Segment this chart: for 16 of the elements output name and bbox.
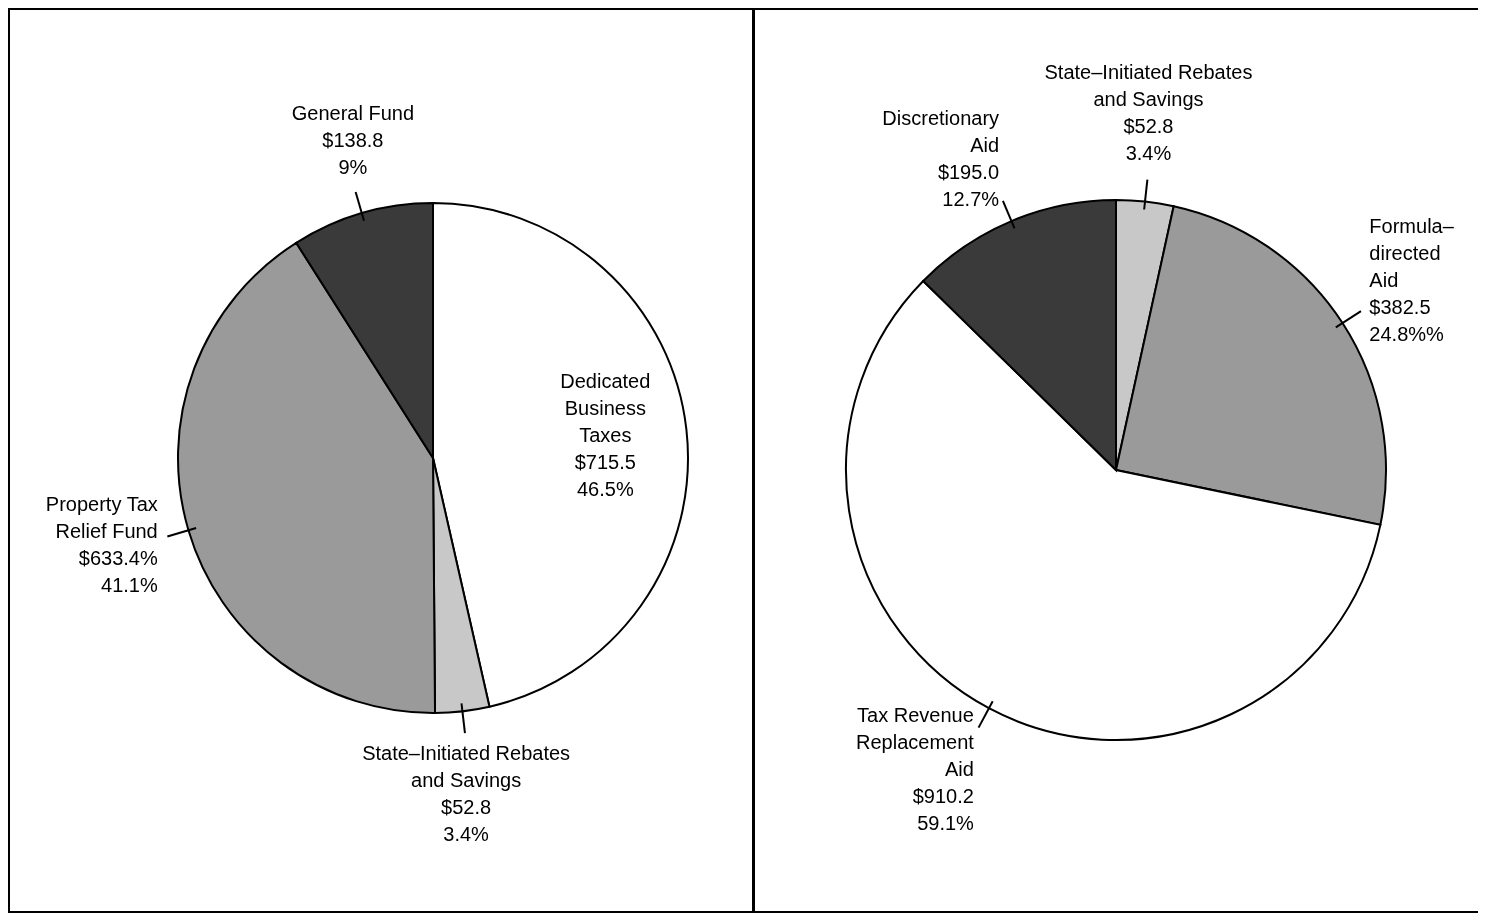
slice-label: Formula– directed Aid <box>1369 215 1455 292</box>
slice-label: Discretionary Aid <box>882 106 1000 156</box>
slice-label: Dedicated Business Taxes <box>560 370 651 447</box>
slice-label: Tax Revenue Replacement Aid <box>856 703 975 780</box>
slice-label: State–Initiated Rebates and Savings <box>362 741 571 791</box>
slice-label: General Fund <box>291 102 414 125</box>
data-label: $633.4% 41.1% <box>78 547 158 597</box>
slice-label: Property Tax Relief Fund <box>45 493 158 543</box>
data-label: $910.2 59.1% <box>912 784 975 834</box>
data-label: $382.5 24.8%% <box>1369 296 1445 346</box>
data-label: $195.0 12.7% <box>937 160 1000 210</box>
data-label: $52.8 3.4% <box>441 795 492 845</box>
data-label: $715.5 46.5% <box>574 451 636 501</box>
slice-label: State–Initiated Rebates and Savings <box>1044 61 1253 111</box>
data-label: $138.8 9% <box>322 129 384 179</box>
data-label: $52.8 3.4% <box>1123 115 1174 165</box>
